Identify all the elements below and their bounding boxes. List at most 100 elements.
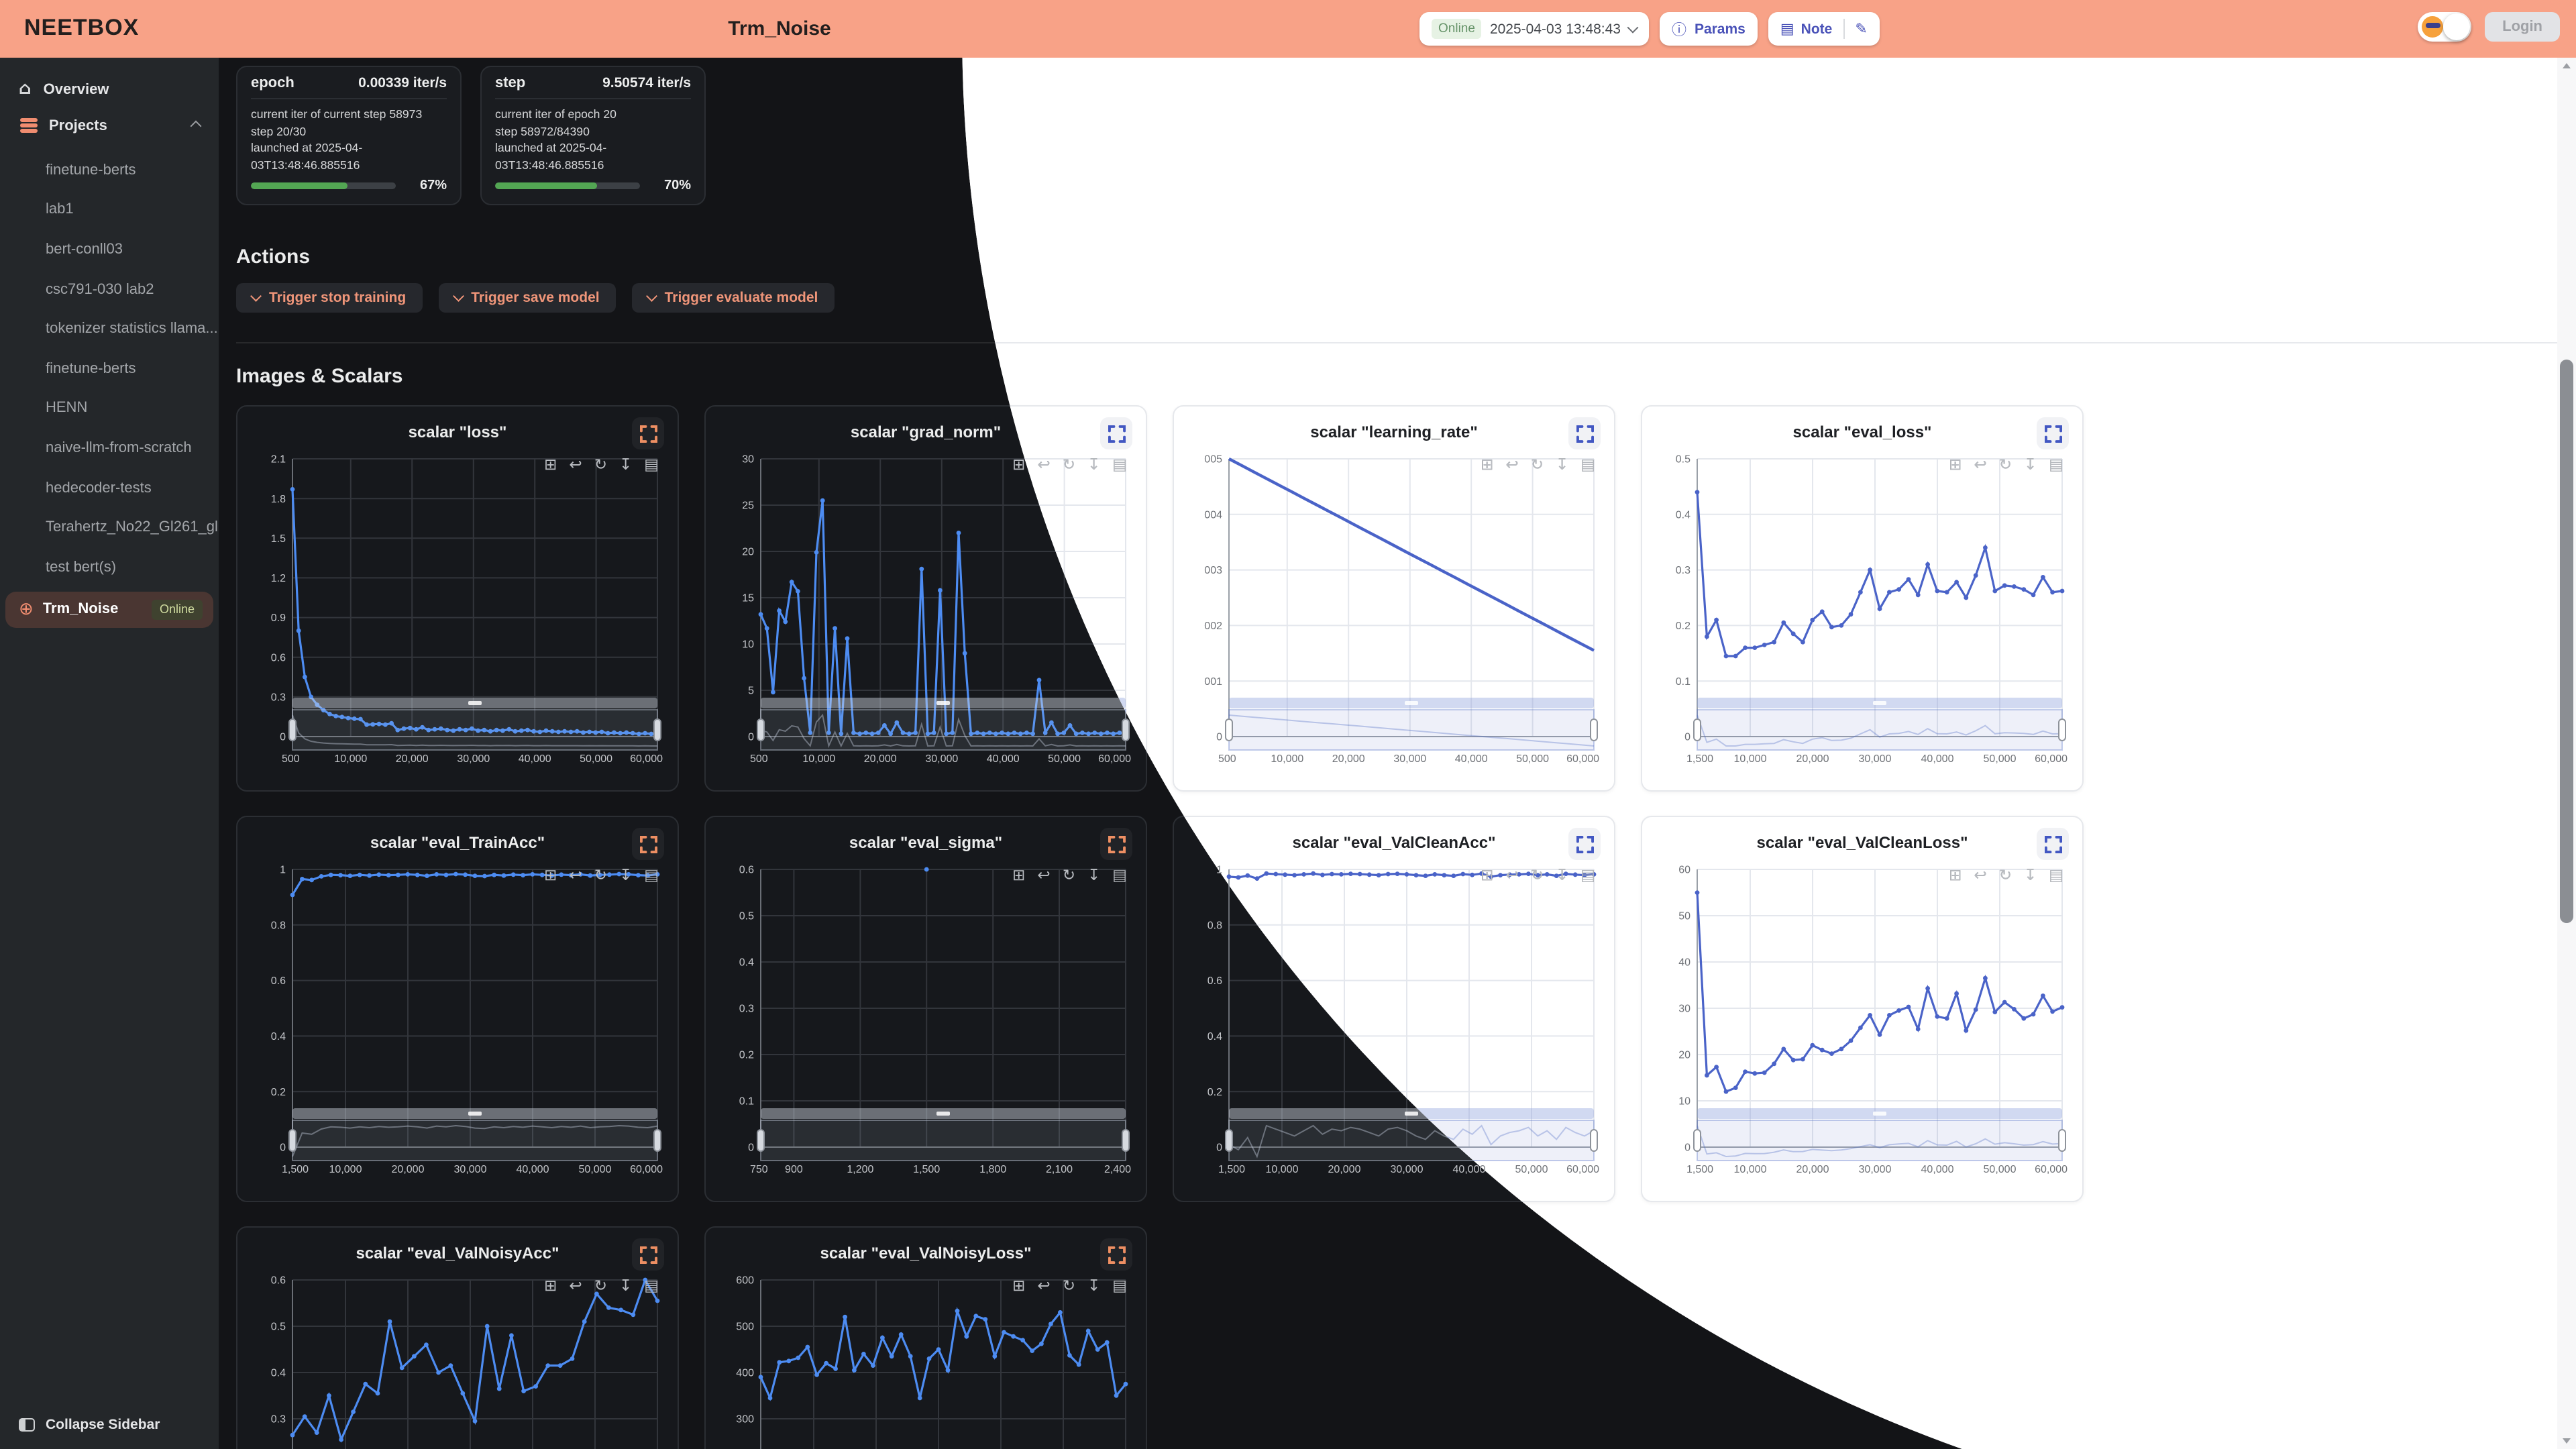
expand-chart-button[interactable] [1568, 417, 1601, 449]
edit-pencil-icon[interactable]: ✎ [1855, 20, 1868, 38]
refresh-icon[interactable]: ↻ [1530, 455, 1544, 474]
download-icon[interactable]: ↧ [2023, 455, 2037, 474]
zoom-restore-icon[interactable]: ↩ [1974, 455, 1987, 474]
zoom-select-icon[interactable]: ⊞ [1481, 865, 1494, 884]
zoom-select-icon[interactable]: ⊞ [1481, 455, 1494, 474]
zoom-select-icon[interactable]: ⊞ [1481, 865, 1494, 884]
refresh-icon[interactable]: ↻ [1998, 865, 2012, 884]
refresh-icon[interactable]: ↻ [594, 455, 607, 474]
chart-plot[interactable]: 0 10 20 30 40 50 60 1,500 10,000 20,000 30,000 40,0… [1657, 857, 2068, 1179]
zoom-restore-icon[interactable]: ↩ [1505, 865, 1519, 884]
sidebar-project-item[interactable]: csc791-030 lab2 [46, 281, 154, 298]
chart-plot[interactable]: 01002003004005006001,50010,00020,00030,0… [720, 1268, 1131, 1449]
login-button[interactable]: Login [2485, 12, 2560, 42]
download-icon[interactable]: ↧ [1087, 1276, 1101, 1295]
download-icon[interactable]: ↧ [2023, 865, 2037, 884]
expand-chart-button[interactable] [2037, 417, 2069, 449]
expand-chart-button[interactable] [1568, 828, 1601, 860]
run-status-dropdown[interactable]: Online 2025-04-03 13:48:43 [1419, 12, 1649, 46]
sidebar-project-item[interactable]: naive-llm-from-scratch [46, 439, 192, 456]
refresh-icon[interactable]: ↻ [1530, 865, 1544, 884]
chart-plot[interactable]: 00.10.20.30.40.50.61,50010,00020,00030,0… [252, 1268, 663, 1449]
zoom-restore-icon[interactable]: ↩ [1974, 865, 1987, 884]
data-view-icon[interactable]: ▤ [1112, 1276, 1127, 1295]
download-icon[interactable]: ↧ [1087, 865, 1101, 884]
data-view-icon[interactable]: ▤ [1580, 455, 1595, 474]
chart-plot[interactable]: 0 0.1 0.2 0.3 0.4 0.5 1,500 10,000 20,000 30,000 4… [1657, 447, 2068, 769]
refresh-icon[interactable]: ↻ [1998, 455, 2012, 474]
zoom-select-icon[interactable]: ⊞ [1481, 455, 1494, 474]
chart-plot[interactable]: 0 0.3 0.6 0.9 1.2 1.5 1.8 2.1 500 10,000 20,000 30,… [252, 447, 663, 769]
sidebar-project-item[interactable]: bert-conll03 [46, 241, 123, 258]
sidebar-project-item[interactable]: HENN [46, 400, 88, 417]
data-view-icon[interactable]: ▤ [1112, 865, 1127, 884]
zoom-restore-icon[interactable]: ↩ [569, 1276, 582, 1295]
trigger-action-button[interactable]: Trigger evaluate model [631, 283, 835, 313]
zoom-restore-icon[interactable]: ↩ [569, 865, 582, 884]
sidebar-item-overview[interactable]: ⌂ Overview [0, 71, 219, 107]
zoom-restore-icon[interactable]: ↩ [1037, 1276, 1051, 1295]
app-logo[interactable]: NEETBOX [24, 15, 140, 40]
zoom-restore-icon[interactable]: ↩ [1037, 455, 1051, 474]
download-icon[interactable]: ↧ [1555, 865, 1569, 884]
sidebar-project-item[interactable]: test bert(s) [46, 559, 117, 576]
expand-chart-button[interactable] [2037, 828, 2069, 860]
zoom-select-icon[interactable]: ⊞ [1012, 865, 1026, 884]
sidebar-project-item[interactable]: hedecoder-tests [46, 480, 152, 496]
data-view-icon[interactable]: ▤ [2049, 455, 2063, 474]
zoom-select-icon[interactable]: ⊞ [1949, 455, 1962, 474]
data-view-icon[interactable]: ▤ [1580, 865, 1595, 884]
expand-chart-button[interactable] [632, 1238, 664, 1271]
data-view-icon[interactable]: ▤ [1112, 455, 1127, 474]
download-icon[interactable]: ↧ [1555, 455, 1569, 474]
expand-chart-button[interactable] [1100, 417, 1132, 449]
chart-plot[interactable]: 0 0.2 0.4 0.6 0.8 1 1,500 10,000 20,000 30,000 40,… [252, 857, 663, 1179]
data-view-icon[interactable]: ▤ [1580, 865, 1595, 884]
data-view-icon[interactable]: ▤ [2049, 865, 2063, 884]
refresh-icon[interactable]: ↻ [1062, 1276, 1075, 1295]
scroll-down-arrow[interactable] [2557, 1433, 2576, 1449]
refresh-icon[interactable]: ↻ [1062, 865, 1075, 884]
download-icon[interactable]: ↧ [1555, 865, 1569, 884]
download-icon[interactable]: ↧ [1087, 455, 1101, 474]
sidebar-project-item[interactable]: Terahertz_No22_Gl261_gl... [46, 519, 219, 536]
zoom-restore-icon[interactable]: ↩ [1505, 455, 1519, 474]
data-view-icon[interactable]: ▤ [1580, 455, 1595, 474]
data-view-icon[interactable]: ▤ [644, 455, 659, 474]
scroll-up-arrow[interactable] [2557, 58, 2576, 74]
zoom-select-icon[interactable]: ⊞ [544, 865, 557, 884]
download-icon[interactable]: ↧ [619, 1276, 633, 1295]
zoom-restore-icon[interactable]: ↩ [1505, 865, 1519, 884]
chart-plot[interactable]: 0 001 002 003 004 005 500 10,000 20,000 30,000 40,… [1189, 447, 1599, 769]
refresh-icon[interactable]: ↻ [1530, 455, 1544, 474]
scrollbar-thumb[interactable] [2560, 360, 2573, 923]
sidebar-project-item[interactable]: tokenizer statistics llama... [46, 321, 218, 337]
expand-chart-button[interactable] [1100, 828, 1132, 860]
expand-chart-button[interactable] [1100, 1238, 1132, 1271]
refresh-icon[interactable]: ↻ [1998, 455, 2012, 474]
data-view-icon[interactable]: ▤ [2049, 865, 2063, 884]
download-icon[interactable]: ↧ [2023, 865, 2037, 884]
zoom-select-icon[interactable]: ⊞ [1949, 865, 1962, 884]
collapse-sidebar-button[interactable]: Collapse Sidebar [19, 1417, 160, 1433]
data-view-icon[interactable]: ▤ [2049, 455, 2063, 474]
download-icon[interactable]: ↧ [2023, 455, 2037, 474]
zoom-restore-icon[interactable]: ↩ [1974, 455, 1987, 474]
expand-chart-button[interactable] [632, 828, 664, 860]
zoom-restore-icon[interactable]: ↩ [1037, 455, 1051, 474]
sidebar-project-item[interactable]: lab1 [46, 201, 74, 218]
trigger-action-button[interactable]: Trigger stop training [236, 283, 423, 313]
scrollbar[interactable] [2557, 58, 2576, 1449]
download-icon[interactable]: ↧ [1555, 455, 1569, 474]
zoom-select-icon[interactable]: ⊞ [544, 455, 557, 474]
zoom-select-icon[interactable]: ⊞ [1949, 865, 1962, 884]
refresh-icon[interactable]: ↻ [1062, 455, 1075, 474]
sidebar-project-item[interactable]: finetune-berts [46, 162, 136, 178]
expand-chart-button[interactable] [632, 417, 664, 449]
refresh-icon[interactable]: ↻ [1530, 865, 1544, 884]
download-icon[interactable]: ↧ [1087, 455, 1101, 474]
data-view-icon[interactable]: ▤ [644, 865, 659, 884]
zoom-restore-icon[interactable]: ↩ [569, 455, 582, 474]
refresh-icon[interactable]: ↻ [1062, 455, 1075, 474]
refresh-icon[interactable]: ↻ [1998, 865, 2012, 884]
